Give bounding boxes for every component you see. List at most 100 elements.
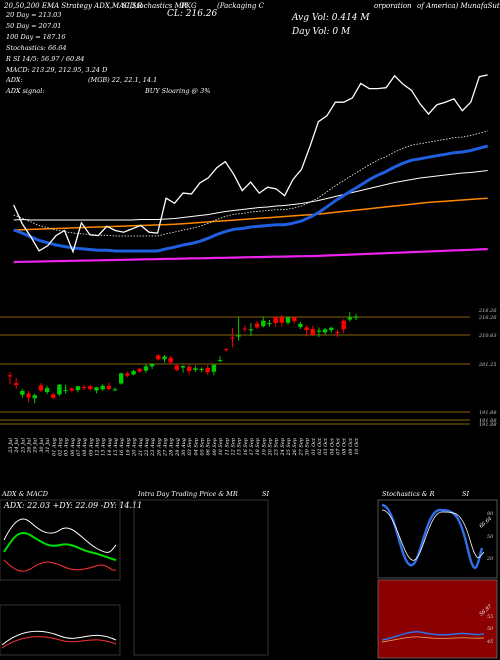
- candle-body: [137, 368, 142, 372]
- rsi-level-45: 45: [486, 639, 493, 645]
- date-label: 26 Aug: [156, 438, 162, 457]
- company-name-3: of America) MunafaSutra.com: [417, 2, 500, 10]
- candle-body: [267, 323, 272, 325]
- rsi-line: [381, 630, 485, 641]
- candle-body: [316, 330, 322, 332]
- candle-body: [279, 317, 285, 323]
- date-label: 13 Aug: [101, 438, 107, 456]
- date-label: 27 Sep: [298, 437, 304, 456]
- adx-signal-block: BUY Sloaring @ 3%: [145, 86, 210, 97]
- candle-body: [168, 357, 173, 363]
- date-label: 08 Oct: [342, 437, 348, 455]
- date-label: 04 Sep: [193, 437, 199, 455]
- legend-ema100: 100 Day = 187.16: [6, 33, 66, 41]
- stoch-level-50: 50: [487, 534, 494, 540]
- adx-panel-values: ADX: 22.03 +DY: 22.09 -DY: 14.11: [4, 501, 143, 510]
- candle-body: [13, 383, 19, 386]
- candle-body: [174, 365, 180, 370]
- macd-panel-frame: [0, 604, 121, 656]
- legend-macd: MACD: 213.29, 212.95, 3.24 D: [6, 66, 108, 74]
- date-label: 01 Aug: [51, 438, 57, 456]
- candle-body: [88, 386, 93, 389]
- date-label: 23 Jul: [8, 438, 14, 454]
- candle-body: [292, 317, 297, 322]
- date-label: 14 Aug: [107, 438, 113, 456]
- date-label: 09 Aug: [88, 438, 94, 456]
- adx-block: ADX: ADX signal:: [6, 75, 45, 97]
- candle-body: [186, 366, 192, 372]
- date-label: 16 Sep: [243, 437, 249, 455]
- candle-body: [143, 366, 149, 371]
- date-label: 24 Sep: [280, 437, 286, 456]
- candle-body: [211, 364, 217, 372]
- ema20-dotted-line: [13, 130, 488, 237]
- legend-block: 20 Day = 213.03 50 Day = 207.01 100 Day …: [6, 10, 107, 76]
- candle-body: [304, 327, 309, 331]
- ema200-line: [13, 248, 488, 264]
- candle-body: [298, 323, 303, 327]
- candle-body: [32, 395, 37, 399]
- candle-body: [273, 317, 278, 324]
- date-label: 19 Sep: [261, 437, 267, 455]
- date-label: 04 Oct: [329, 437, 335, 455]
- date-label: 20 Aug: [132, 438, 138, 457]
- candle-body: [285, 317, 291, 323]
- candle-body: [44, 388, 50, 393]
- candle-body: [100, 385, 105, 390]
- adx-values-block: (MGB) 22, 22.1, 14.1: [88, 75, 157, 86]
- date-label: 31 Jul: [45, 438, 51, 453]
- date-label: 03 Sep: [187, 437, 193, 455]
- date-label: 05 Aug: [64, 438, 70, 456]
- rsi-level-50: 50: [487, 626, 494, 632]
- company-name: (Packaging C: [217, 2, 264, 10]
- candle-body: [106, 385, 112, 389]
- candle-body: [94, 387, 99, 391]
- date-label: 28 Aug: [169, 438, 175, 457]
- level-label: 191.88: [479, 422, 497, 428]
- candle-body: [242, 328, 247, 330]
- candle-body: [131, 371, 136, 375]
- date-label: 20 Sep: [268, 437, 274, 456]
- date-label: 13 Sep: [237, 437, 243, 455]
- legend-stochastics: Stochastics: 66.64: [6, 44, 67, 52]
- date-label: 06 Aug: [70, 438, 76, 456]
- candle-body: [193, 368, 198, 370]
- level-label: 216.26: [478, 315, 497, 321]
- intraday-si: SI: [262, 490, 270, 498]
- date-label: 09 Oct: [348, 437, 354, 455]
- adx-macd-title: ADX & MACD: [2, 490, 48, 498]
- price-chart: 216.26210.63201.25191.88191.88191.88216.…: [0, 74, 497, 457]
- candle-body: [230, 337, 235, 339]
- date-label: 21 Aug: [138, 438, 144, 457]
- date-label: 06 Sep: [206, 437, 212, 455]
- level-label: 201.25: [478, 362, 497, 368]
- day-vol: Day Vol: 0 M: [292, 27, 351, 37]
- plus-di-line: [3, 518, 117, 553]
- date-label: 07 Aug: [76, 438, 82, 456]
- candle-body: [125, 373, 130, 376]
- date-label: 18 Sep: [255, 437, 261, 455]
- stoch-k-line: [381, 503, 484, 569]
- date-label: 26 Jul: [27, 438, 33, 454]
- adx-signal: BUY Sloaring @ 3%: [145, 87, 211, 95]
- candle-body: [236, 335, 241, 337]
- intraday-title: Intra Day Trading Price & MR: [138, 490, 238, 498]
- candle-body: [7, 375, 13, 377]
- candle-body: [149, 363, 155, 367]
- ticker: PKG: [181, 2, 197, 10]
- level-label: 191.88: [479, 410, 497, 416]
- date-label: 02 Oct: [317, 437, 323, 455]
- date-label: 19 Aug: [125, 438, 131, 456]
- stoch-title: Stochastics & R: [382, 490, 435, 498]
- date-label: 17 Sep: [249, 437, 255, 455]
- level-label-top: 216.26: [478, 308, 497, 314]
- legend-ema50: 50 Day = 207.01: [6, 22, 62, 30]
- date-label: 11 Sep: [224, 437, 230, 455]
- date-label: 25 Sep: [286, 437, 292, 456]
- date-label: 23 Sep: [274, 437, 280, 456]
- date-label: 09 Sep: [212, 437, 218, 455]
- candle-body: [329, 327, 334, 331]
- date-label: 08 Aug: [82, 438, 88, 456]
- date-label: 23 Aug: [150, 438, 156, 457]
- stoch-si: SI: [462, 490, 470, 498]
